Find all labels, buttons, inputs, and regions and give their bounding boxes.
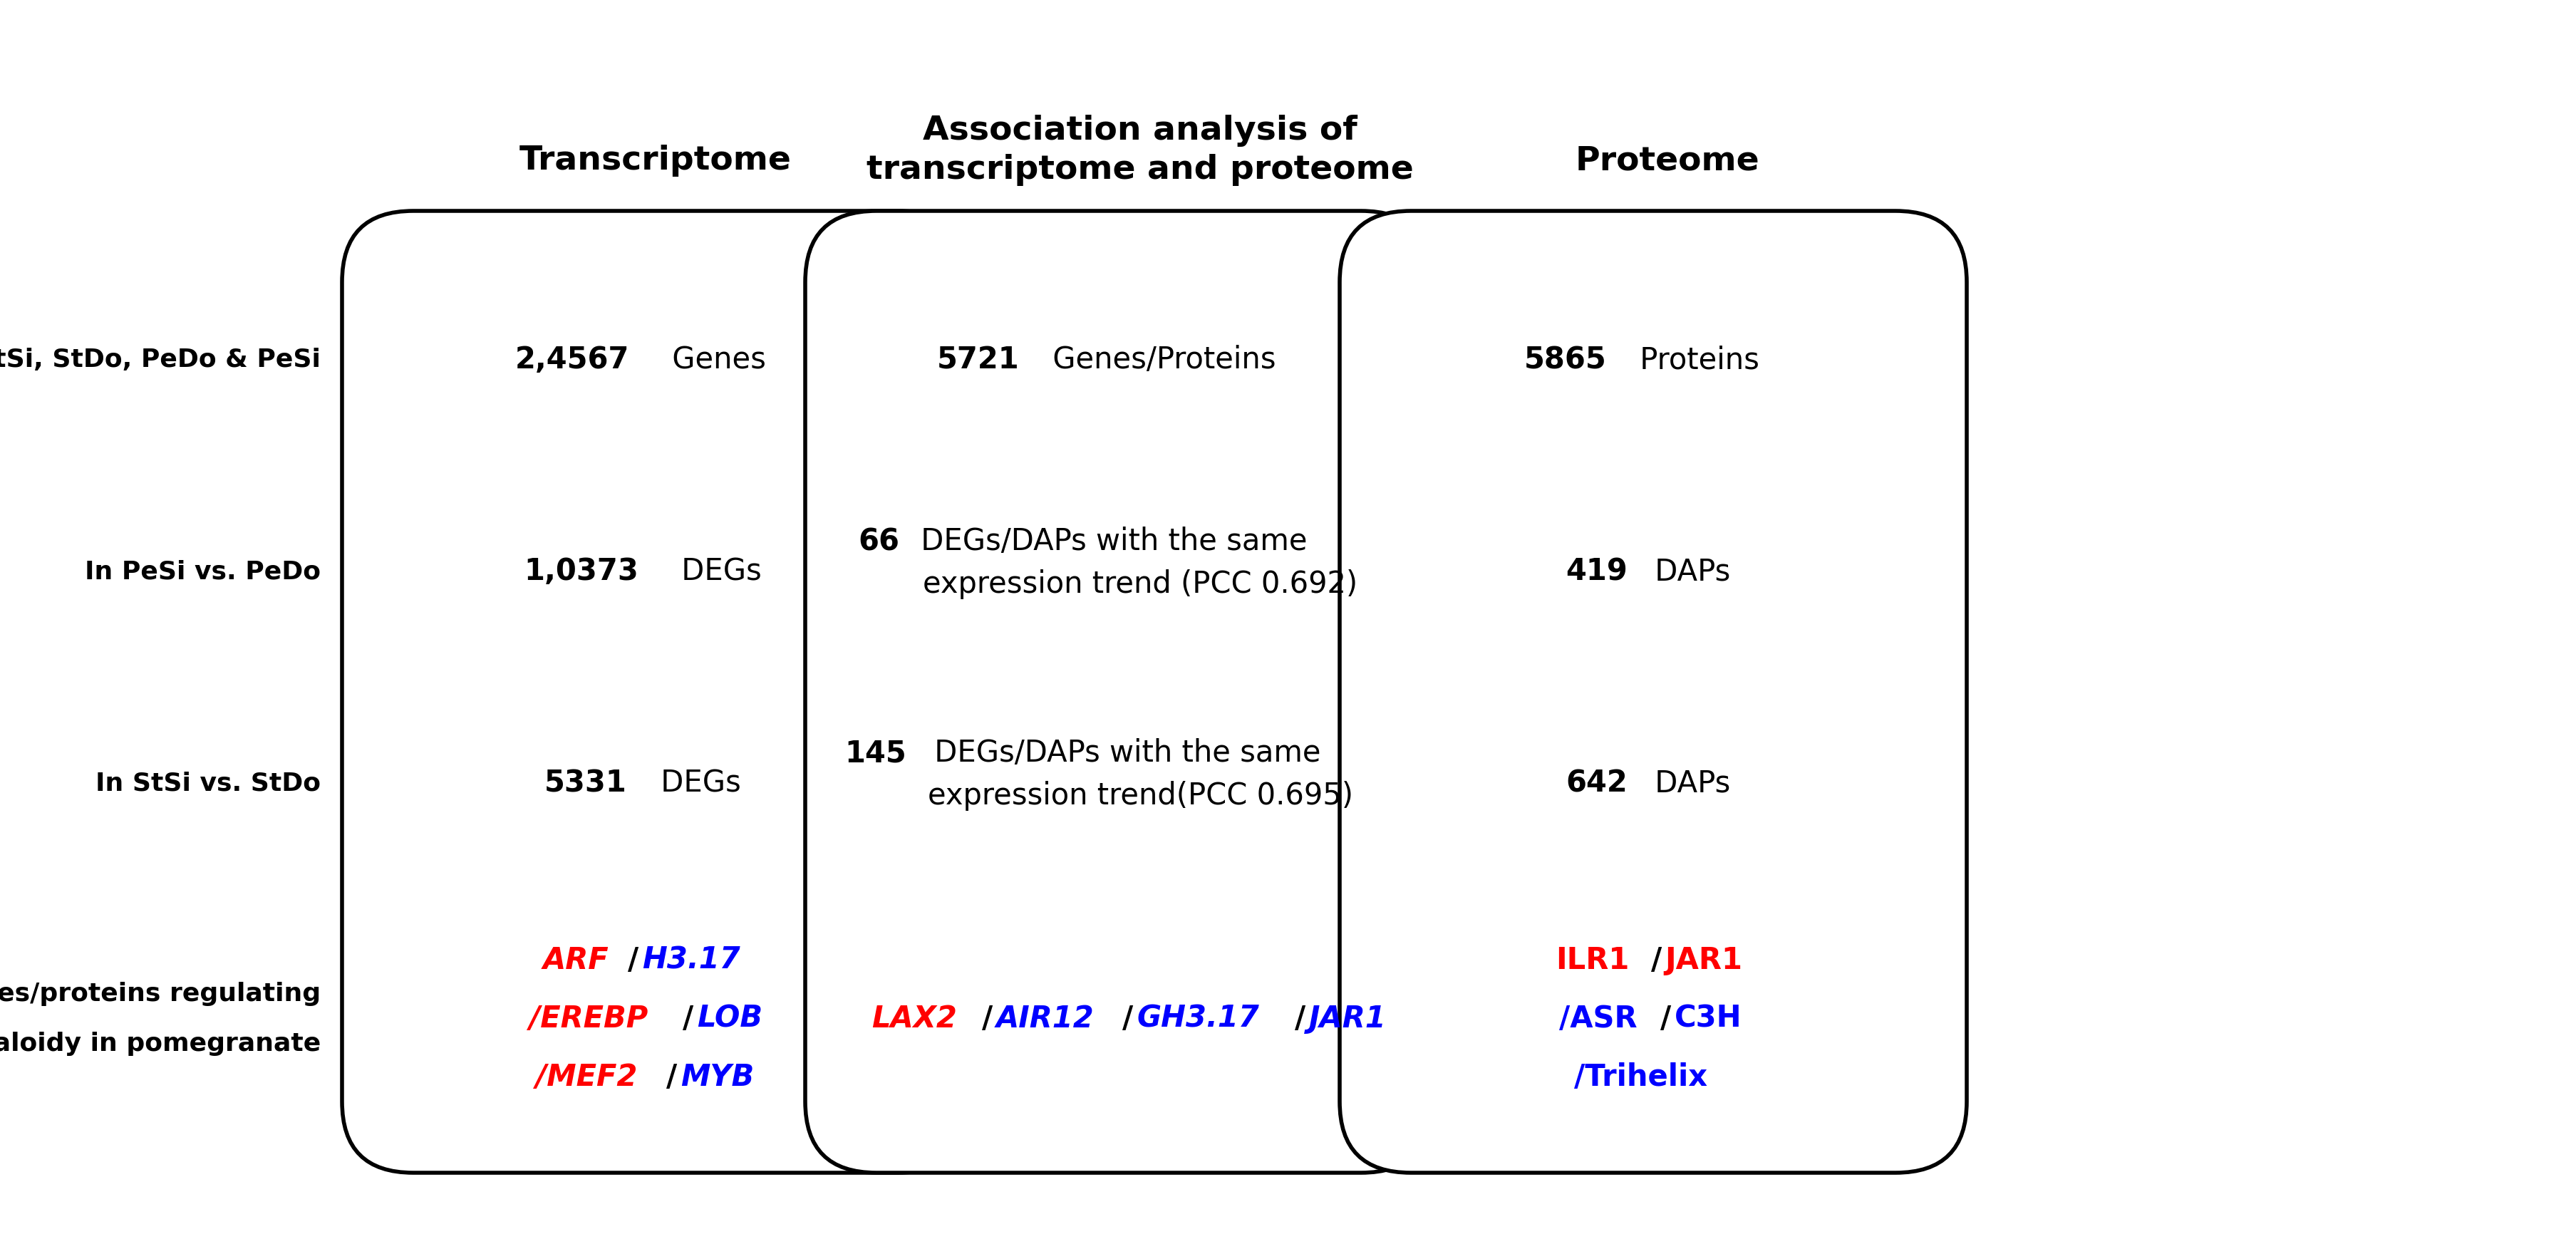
Text: AIR12: AIR12 [997,1004,1095,1034]
Text: /: / [981,1004,992,1034]
Text: /: / [1659,1004,1672,1034]
Text: 5721: 5721 [938,345,1020,374]
Text: Genes: Genes [662,345,765,374]
Text: DEGs/DAPs with the same: DEGs/DAPs with the same [925,738,1321,769]
Text: JAR1: JAR1 [1664,945,1741,975]
Text: Transcriptome: Transcriptome [520,146,791,177]
Text: /Trihelix: /Trihelix [1574,1062,1708,1092]
FancyBboxPatch shape [806,211,1432,1173]
Text: /: / [667,1062,677,1092]
Text: MYB: MYB [680,1062,755,1092]
Text: ILR1: ILR1 [1556,945,1631,975]
Text: 642: 642 [1566,769,1628,799]
Text: /MEF2: /MEF2 [536,1062,636,1092]
FancyBboxPatch shape [1340,211,1965,1173]
Text: DEGs/DAPs with the same: DEGs/DAPs with the same [912,526,1306,556]
Text: petaloidy in pomegranate: petaloidy in pomegranate [0,1031,319,1056]
Text: expression trend(PCC 0.695): expression trend(PCC 0.695) [927,781,1352,811]
Text: Proteins: Proteins [1631,345,1759,374]
Text: DAPs: DAPs [1646,556,1731,587]
Text: /: / [1123,1004,1133,1034]
Text: /ASR: /ASR [1558,1004,1638,1034]
Text: In PeSi vs. PeDo: In PeSi vs. PeDo [85,560,319,583]
Text: 5331: 5331 [544,769,626,799]
Text: 1,0373: 1,0373 [523,556,639,587]
Text: Proteome: Proteome [1577,146,1759,177]
FancyBboxPatch shape [343,211,969,1173]
Text: 419: 419 [1566,556,1628,587]
Text: DEGs: DEGs [652,769,742,799]
Text: H3.17: H3.17 [641,945,739,975]
Text: DEGs: DEGs [672,556,762,587]
Text: /EREBP: /EREBP [531,1004,649,1034]
Text: DAPs: DAPs [1646,769,1731,799]
Text: /: / [1651,945,1662,975]
Text: C3H: C3H [1674,1004,1741,1034]
Text: /: / [629,945,639,975]
Text: 5865: 5865 [1525,345,1607,374]
Text: LOB: LOB [696,1004,762,1034]
Text: GH3.17: GH3.17 [1136,1004,1260,1034]
Text: In StSi vs. StDo: In StSi vs. StDo [95,771,319,795]
Text: expression trend (PCC 0.692): expression trend (PCC 0.692) [922,570,1358,600]
Text: Genes/Proteins: Genes/Proteins [1043,345,1275,374]
Text: /: / [1296,1004,1306,1034]
Text: JAR1: JAR1 [1309,1004,1386,1034]
Text: LAX2: LAX2 [871,1004,958,1034]
Text: 145: 145 [845,738,907,769]
Text: Association analysis of
transcriptome and proteome: Association analysis of transcriptome an… [866,114,1414,187]
Text: 66: 66 [858,526,899,556]
Text: Total in StSi, StDo, PeDo & PeSi: Total in StSi, StDo, PeDo & PeSi [0,348,319,372]
Text: Key genes/proteins regulating: Key genes/proteins regulating [0,982,319,1006]
Text: 2,4567: 2,4567 [515,345,629,374]
Text: ARF: ARF [544,945,608,975]
Text: /: / [683,1004,693,1034]
